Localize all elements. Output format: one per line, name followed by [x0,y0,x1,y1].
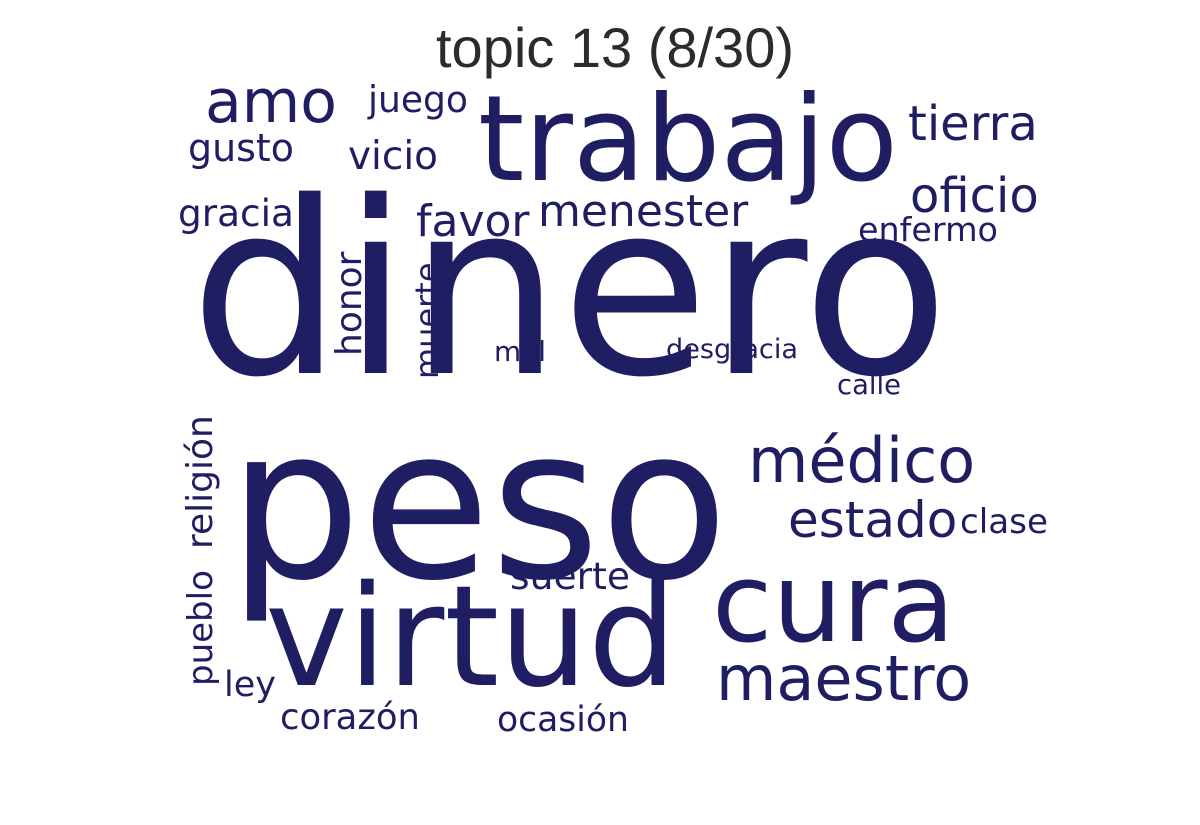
word-vicio: vicio [348,134,438,179]
word-estado: estado [788,491,958,549]
word-juego: juego [368,79,468,121]
word-amo: amo [205,67,337,137]
word-suerte: suerte [510,554,630,598]
word-desgracia: desgracia [666,334,798,365]
word-pueblo: pueblo [181,570,221,686]
word-dinero: dinero [190,150,950,430]
word-peso: peso [228,382,729,627]
word-maestro: maestro [716,642,972,715]
word-gracia: gracia [178,191,294,235]
word-menester: menester [538,186,749,237]
word-mal: mal [494,335,546,368]
word-enfermo: enfermo [858,210,998,249]
word-tierra: tierra [908,96,1038,152]
word-trabajo: trabajo [478,70,898,208]
word-oficio: oficio [910,168,1039,224]
word-favor: favor [416,196,530,247]
cloud-title: topic 13 (8/30) [436,16,794,79]
word-honor: honor [329,252,370,357]
word-gusto: gusto [188,126,294,170]
word-virtud: virtud [265,556,677,719]
word-religion: religión [180,415,221,549]
word-muerte: muerte [408,262,446,379]
word-calle: calle [837,370,901,401]
word-cura: cura [712,539,955,667]
word-clase: clase [960,502,1048,542]
word-ocasion: ocasión [497,700,629,740]
word-corazon: corazón [280,697,420,738]
word-ley: ley [224,665,276,705]
word-medico: médico [748,424,976,497]
